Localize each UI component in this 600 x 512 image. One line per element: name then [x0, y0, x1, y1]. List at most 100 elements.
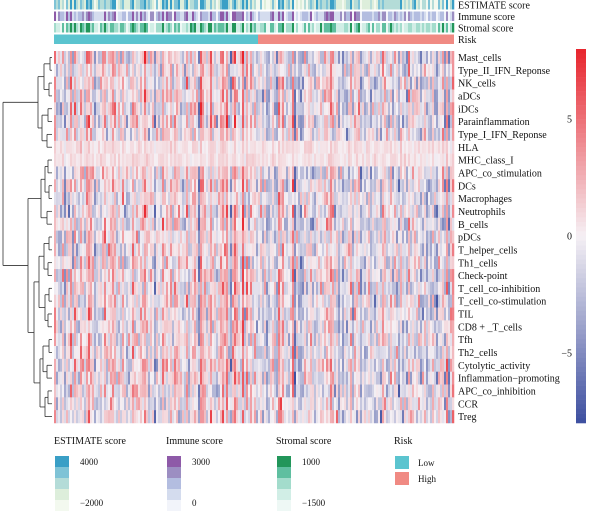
- heatmap-cell: [206, 307, 209, 321]
- heatmap-cell: [210, 153, 213, 167]
- heatmap-cell: [282, 76, 285, 90]
- heatmap-cell: [406, 127, 409, 142]
- annotation-cell: [360, 23, 363, 33]
- heatmap-cell: [130, 320, 133, 334]
- heatmap-cell: [394, 51, 397, 65]
- heatmap-cell: [356, 166, 359, 180]
- heatmap-cell: [426, 269, 429, 283]
- heatmap-cell: [440, 243, 443, 257]
- heatmap-cell: [416, 179, 419, 193]
- heatmap-cell: [186, 140, 189, 154]
- heatmap-cell: [84, 179, 87, 193]
- heatmap-cell: [150, 63, 153, 77]
- heatmap-cell: [82, 51, 85, 65]
- heatmap-cell: [64, 166, 67, 180]
- heatmap-cell: [354, 102, 357, 116]
- heatmap-cell: [440, 63, 443, 77]
- heatmap-cell: [82, 217, 85, 231]
- heatmap-cell: [112, 243, 115, 257]
- heatmap-cell: [278, 307, 281, 321]
- heatmap-cell: [430, 102, 433, 116]
- heatmap-cell: [246, 230, 249, 244]
- heatmap-cell: [180, 320, 183, 334]
- annotation-cell: [92, 11, 95, 21]
- heatmap-cell: [430, 51, 433, 65]
- heatmap-cell: [408, 204, 411, 219]
- heatmap-cell: [366, 115, 369, 129]
- heatmap-cell: [378, 153, 381, 167]
- heatmap-cell: [148, 281, 151, 295]
- heatmap-cell: [264, 307, 267, 321]
- heatmap-cell: [388, 179, 391, 193]
- heatmap-cell: [102, 307, 105, 321]
- heatmap-cell: [340, 76, 343, 90]
- heatmap-cell: [132, 179, 135, 193]
- heatmap-cell: [136, 243, 139, 257]
- heatmap-cell: [138, 217, 141, 231]
- heatmap-cell: [86, 294, 89, 308]
- heatmap-cell: [408, 307, 411, 321]
- heatmap-cell: [436, 115, 439, 129]
- heatmap-cell: [276, 230, 279, 244]
- heatmap-cell: [288, 102, 291, 116]
- heatmap-cell: [146, 192, 149, 206]
- heatmap-cell: [138, 76, 141, 90]
- annotation-cell: [322, 0, 325, 10]
- heatmap-cell: [214, 63, 217, 77]
- annotation-cell: [110, 11, 113, 21]
- heatmap-cell: [394, 307, 397, 321]
- heatmap-cell: [134, 269, 137, 283]
- heatmap-cell: [106, 307, 109, 321]
- heatmap-cell: [394, 153, 397, 167]
- heatmap-cell: [312, 269, 315, 283]
- heatmap-cell: [222, 204, 225, 219]
- heatmap-cell: [228, 217, 231, 231]
- heatmap-cell: [388, 63, 391, 77]
- heatmap-cell: [58, 307, 61, 321]
- heatmap-cell: [394, 63, 397, 77]
- heatmap-cell: [180, 179, 183, 193]
- heatmap-cell: [316, 127, 319, 142]
- heatmap-cell: [276, 153, 279, 167]
- heatmap-cell: [228, 204, 231, 219]
- heatmap-cell: [54, 166, 57, 180]
- heatmap-cell: [320, 217, 323, 231]
- heatmap-cell: [120, 166, 123, 180]
- heatmap-cell: [356, 140, 359, 154]
- heatmap-cell: [286, 63, 289, 77]
- heatmap-cell: [178, 294, 181, 308]
- heatmap-cell: [54, 102, 57, 116]
- annotation-cell: [394, 11, 397, 21]
- annotation-cell: [286, 23, 289, 33]
- heatmap-cell: [442, 153, 445, 167]
- heatmap-cell: [310, 294, 313, 308]
- heatmap-cell: [106, 166, 109, 180]
- heatmap-cell: [114, 89, 117, 103]
- annotation-cell: [114, 0, 117, 10]
- heatmap-cell: [88, 294, 91, 308]
- annotation-cell: [422, 0, 425, 10]
- heatmap-cell: [106, 76, 109, 90]
- heatmap-cell: [294, 166, 297, 180]
- heatmap-cell: [230, 140, 233, 154]
- heatmap-cell: [416, 63, 419, 77]
- heatmap-cell: [174, 63, 177, 77]
- heatmap-cell: [108, 166, 111, 180]
- heatmap-cell: [424, 127, 427, 142]
- heatmap-cell: [376, 76, 379, 90]
- heatmap-cell: [74, 102, 77, 116]
- heatmap-cell: [444, 204, 447, 219]
- heatmap-cell: [346, 256, 349, 270]
- heatmap-cell: [352, 294, 355, 308]
- heatmap-cell: [410, 140, 413, 154]
- heatmap-cell: [128, 217, 131, 231]
- heatmap-cell: [190, 204, 193, 219]
- heatmap-cell: [208, 294, 211, 308]
- heatmap-cell: [78, 51, 81, 65]
- heatmap-cell: [232, 256, 235, 270]
- annotation-cell: [86, 11, 89, 21]
- heatmap-cell: [204, 269, 207, 283]
- heatmap-cell: [126, 320, 129, 334]
- heatmap-cell: [82, 179, 85, 193]
- heatmap-cell: [412, 192, 415, 206]
